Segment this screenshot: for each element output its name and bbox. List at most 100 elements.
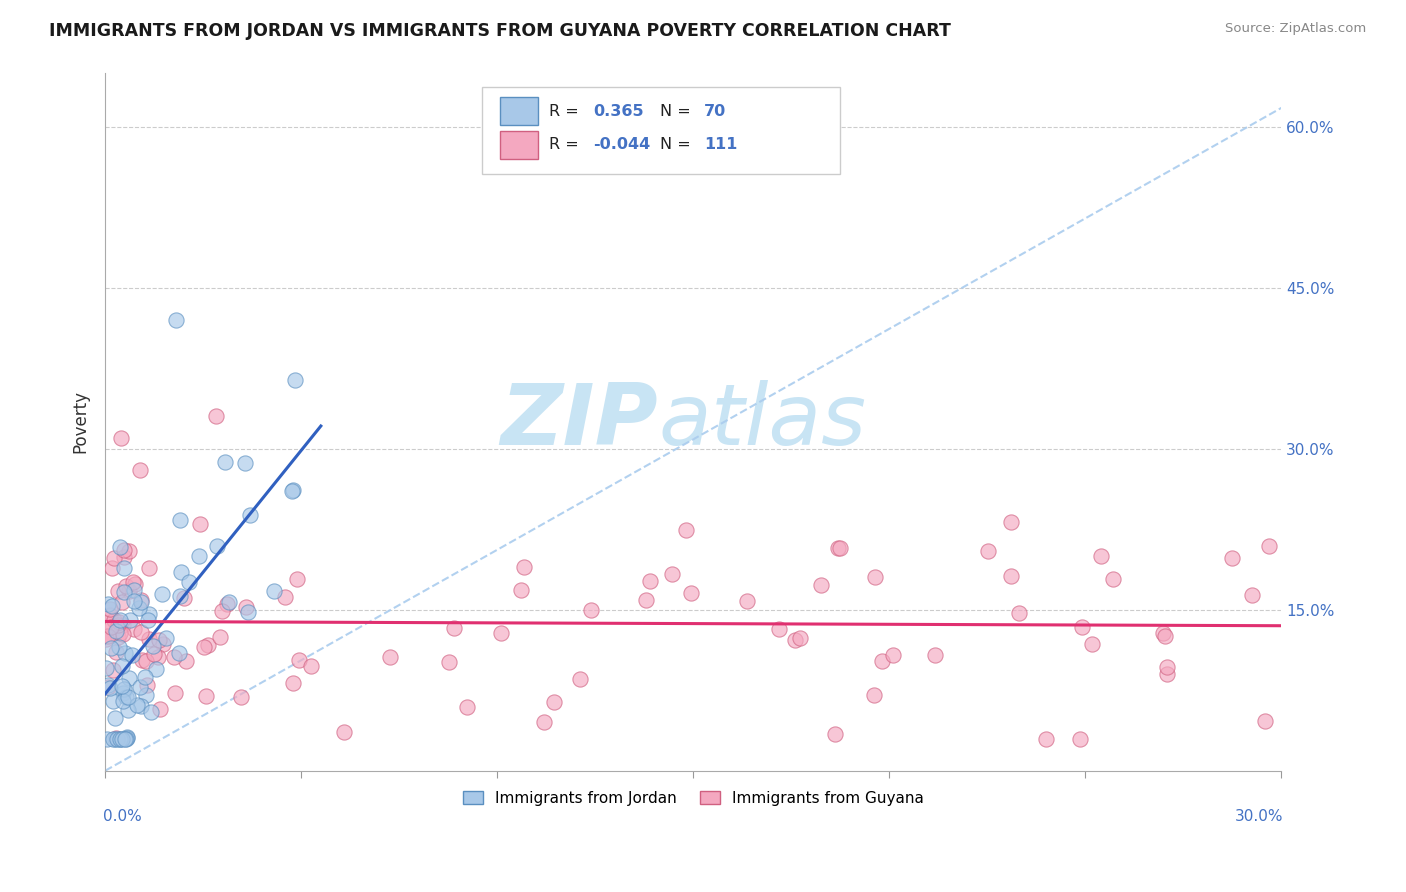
Point: [194, 689, 217, 703]
FancyBboxPatch shape: [501, 97, 538, 125]
Point: [281, 676, 304, 690]
Point: [287, 653, 309, 667]
Point: [283, 483, 305, 498]
Point: [882, 648, 904, 662]
Point: [136, 678, 159, 692]
Point: [173, 591, 195, 606]
Point: [1008, 606, 1031, 620]
Point: [103, 551, 125, 566]
Text: 0.0%: 0.0%: [103, 809, 142, 824]
Point: [197, 638, 219, 652]
Point: [785, 632, 807, 647]
Point: [169, 565, 191, 579]
Point: [661, 566, 683, 581]
Point: [136, 613, 159, 627]
Point: [117, 690, 139, 704]
Point: [443, 622, 465, 636]
Point: [830, 541, 852, 555]
Point: [872, 653, 894, 667]
Point: [111, 659, 134, 673]
Point: [108, 541, 131, 555]
Point: [142, 639, 165, 653]
Point: [217, 597, 239, 611]
Point: [273, 591, 295, 605]
Point: [103, 694, 125, 708]
Point: [148, 632, 170, 647]
Point: [111, 679, 134, 693]
Point: [101, 561, 124, 575]
Point: [139, 705, 162, 719]
Point: [332, 724, 354, 739]
Point: [96, 678, 118, 692]
Point: [233, 456, 256, 470]
Point: [638, 574, 661, 588]
Point: [117, 703, 139, 717]
Point: [111, 731, 134, 746]
Point: [108, 731, 131, 746]
Point: [138, 607, 160, 621]
Point: [169, 646, 191, 660]
Point: [115, 690, 138, 705]
Point: [121, 648, 143, 663]
Point: [101, 731, 124, 746]
Point: [768, 622, 790, 636]
Text: 0.365: 0.365: [593, 103, 644, 119]
Point: [104, 731, 127, 745]
Point: [163, 686, 186, 700]
Point: [205, 409, 228, 424]
Point: [299, 658, 322, 673]
Point: [789, 632, 811, 646]
Point: [129, 463, 152, 477]
Point: [1090, 549, 1112, 563]
Point: [107, 583, 129, 598]
Point: [169, 589, 191, 603]
Text: ZIP: ZIP: [501, 380, 658, 463]
Point: [1254, 714, 1277, 728]
Point: [193, 640, 215, 654]
Point: [118, 543, 141, 558]
Point: [121, 575, 143, 590]
Point: [120, 613, 142, 627]
Point: [100, 640, 122, 655]
Point: [111, 694, 134, 708]
Point: [211, 604, 233, 618]
Point: [280, 483, 302, 498]
Point: [236, 605, 259, 619]
Point: [105, 731, 128, 746]
Point: [129, 698, 152, 713]
Point: [134, 669, 156, 683]
Point: [107, 631, 129, 645]
Legend: Immigrants from Jordan, Immigrants from Guyana: Immigrants from Jordan, Immigrants from …: [457, 785, 929, 812]
Point: [97, 680, 120, 694]
Point: [543, 695, 565, 709]
Point: [105, 645, 128, 659]
Point: [98, 681, 121, 695]
Point: [112, 626, 135, 640]
Point: [129, 595, 152, 609]
Point: [165, 313, 187, 327]
Point: [146, 649, 169, 664]
Point: [824, 727, 846, 741]
Point: [94, 629, 117, 643]
Point: [97, 629, 120, 643]
Point: [94, 661, 117, 675]
Point: [115, 578, 138, 592]
Point: [1152, 626, 1174, 640]
Point: [218, 595, 240, 609]
Y-axis label: Poverty: Poverty: [72, 391, 89, 453]
FancyBboxPatch shape: [482, 87, 841, 174]
Point: [1102, 572, 1125, 586]
Point: [863, 569, 886, 583]
Point: [128, 600, 150, 615]
Point: [138, 632, 160, 647]
Point: [110, 431, 132, 445]
Point: [1081, 637, 1104, 651]
Point: [96, 632, 118, 646]
Text: R =: R =: [548, 137, 583, 153]
Point: [101, 599, 124, 614]
Point: [145, 662, 167, 676]
Point: [235, 600, 257, 615]
Point: [108, 626, 131, 640]
Point: [1156, 667, 1178, 681]
Point: [104, 731, 127, 746]
